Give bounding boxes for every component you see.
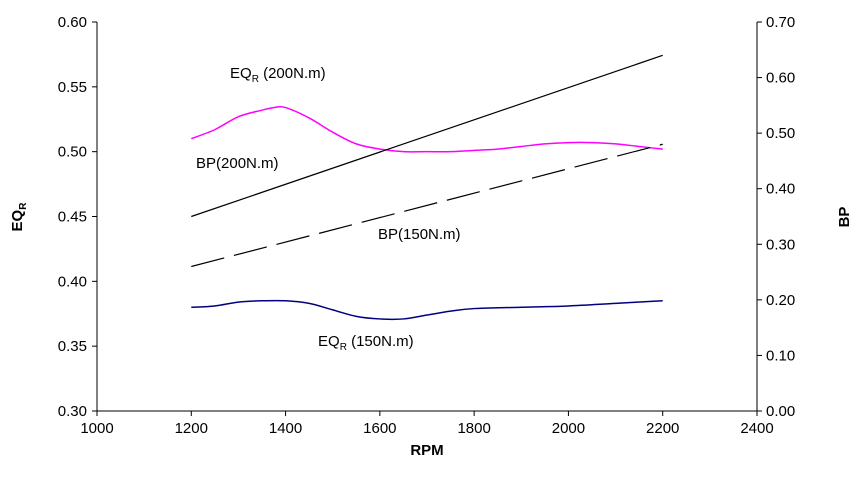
annotation-bp-150-main: BP(150N.m) <box>378 226 461 243</box>
x-axis-title: RPM <box>410 442 443 459</box>
left-y-axis-title: EQR <box>9 202 29 232</box>
series-line-eqr150 <box>191 299 663 321</box>
left-y-axis-title-main: EQ <box>9 209 26 231</box>
x-tick-label: 2400 <box>740 420 773 437</box>
left-y-tick-label: 0.55 <box>58 79 87 96</box>
x-tick-label: 1600 <box>363 420 396 437</box>
left-y-tick-label: 0.45 <box>58 209 87 226</box>
annotation-eqr-200-main: EQ <box>230 65 252 82</box>
left-y-tick-label: 0.40 <box>58 273 87 290</box>
right-y-tick-label: 0.10 <box>766 347 795 364</box>
annotation-eqr-200-sub: R <box>252 74 259 85</box>
series-group <box>191 54 663 321</box>
right-y-tick-label: 0.20 <box>766 292 795 309</box>
right-y-tick-label: 0.50 <box>766 125 795 142</box>
series-line-bp150 <box>191 143 663 268</box>
right-y-tick-label: 0.60 <box>766 70 795 87</box>
annotation-eqr-150-sub: R <box>340 342 347 353</box>
left-y-tick-label: 0.30 <box>58 403 87 420</box>
left-y-axis-title-sub: R <box>18 202 29 210</box>
left-y-tick-label: 0.60 <box>58 14 87 31</box>
annotation-eqr-200: EQR (200N.m) <box>230 65 326 85</box>
right-y-tick-label: 0.30 <box>766 236 795 253</box>
left-y-tick-label: 0.35 <box>58 338 87 355</box>
annotation-eqr-150-rest: (150N.m) <box>347 333 414 350</box>
right-y-tick-label: 0.00 <box>766 403 795 420</box>
annotation-eqr-150-main: EQ <box>318 333 340 350</box>
x-tick-label: 1800 <box>457 420 490 437</box>
x-tick-label: 1400 <box>269 420 302 437</box>
right-y-axis-title: BP <box>836 207 850 228</box>
x-tick-label: 1200 <box>175 420 208 437</box>
right-y-tick-label: 0.40 <box>766 181 795 198</box>
annotation-bp-200-main: BP(200N.m) <box>196 155 279 172</box>
annotation-eqr-200-rest: (200N.m) <box>259 65 326 82</box>
annotation-bp-200: BP(200N.m) <box>196 155 279 172</box>
ticks: 1000 1200 1400 1600 1800 2000 2200 2400 0.30 0.35… <box>58 14 795 437</box>
right-y-tick-label: 0.70 <box>766 14 795 31</box>
x-tick-label: 2000 <box>552 420 585 437</box>
annotation-bp-150: BP(150N.m) <box>378 226 461 243</box>
series-line-bp200 <box>191 54 663 218</box>
x-tick-label: 1000 <box>80 420 113 437</box>
axes <box>96 22 758 412</box>
x-tick-label: 2200 <box>646 420 679 437</box>
left-y-tick-label: 0.50 <box>58 144 87 161</box>
series-line-eqr200 <box>191 105 663 153</box>
annotation-eqr-150: EQR (150N.m) <box>318 333 414 353</box>
